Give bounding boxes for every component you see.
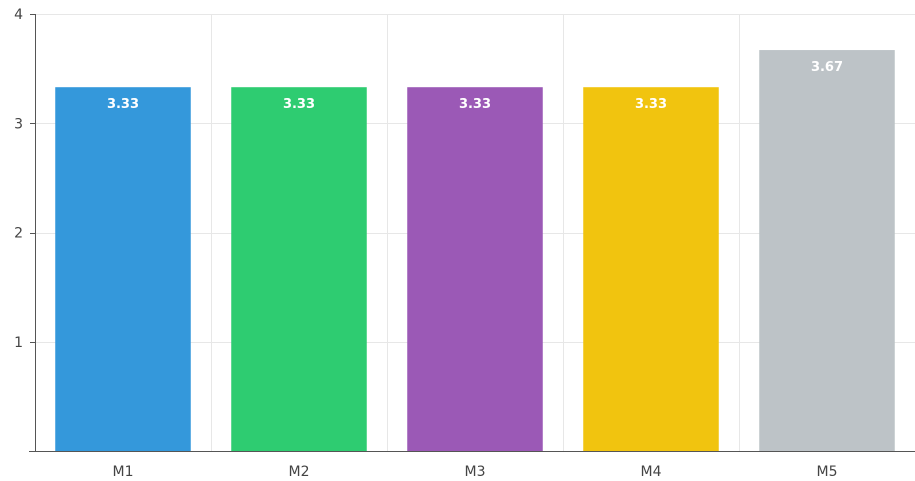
value-label-M3: 3.33 <box>459 97 491 112</box>
x-tick-label-M1: M1 <box>113 464 134 480</box>
y-tick-label-3: 3 <box>14 116 23 132</box>
y-tick-label-2: 2 <box>14 226 23 242</box>
tick-labels: M1 M2 M3 M4 M5 1 2 3 4 <box>14 7 837 480</box>
bar-M3 <box>407 87 543 451</box>
y-tick-label-1: 1 <box>14 335 23 351</box>
bar-M2 <box>231 87 367 451</box>
value-label-M4: 3.33 <box>635 97 667 112</box>
bar-M5 <box>759 50 895 452</box>
bar-M4 <box>583 87 719 451</box>
axes <box>29 14 915 452</box>
bar-M1 <box>55 87 191 451</box>
value-label-M5: 3.67 <box>811 60 843 75</box>
x-tick-label-M2: M2 <box>289 464 310 480</box>
x-tick-label-M4: M4 <box>641 464 662 480</box>
x-tick-label-M5: M5 <box>817 464 838 480</box>
y-tick-label-4: 4 <box>14 7 23 23</box>
value-label-M2: 3.33 <box>283 97 315 112</box>
value-label-M1: 3.33 <box>107 97 139 112</box>
value-labels: 3.33 3.33 3.33 3.33 3.67 <box>107 60 843 112</box>
x-tick-label-M3: M3 <box>465 464 486 480</box>
bars <box>55 50 895 452</box>
